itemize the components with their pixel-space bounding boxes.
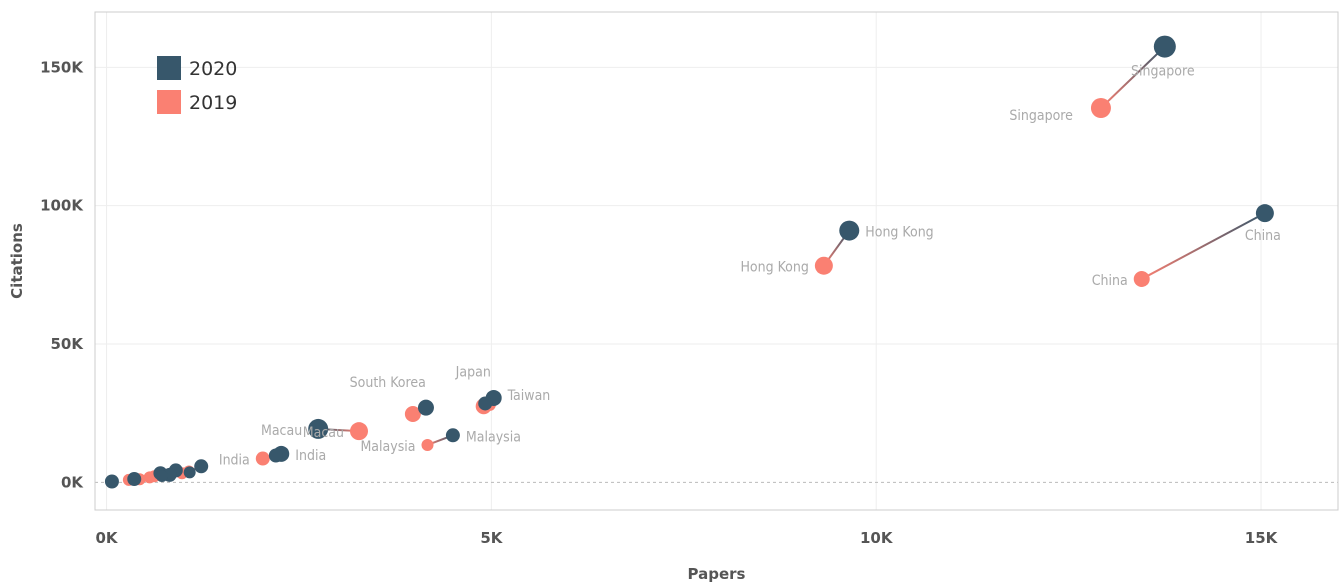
point-label: Singapore <box>1131 64 1195 80</box>
point-label: Taiwan <box>507 388 551 404</box>
point-2020 <box>308 418 329 439</box>
point-2020 <box>417 399 434 416</box>
legend-swatch-2020 <box>157 56 181 80</box>
data-points <box>104 35 1274 489</box>
point-label: Japan <box>455 364 491 380</box>
point-2019 <box>814 256 833 275</box>
point-label: Macau <box>303 425 344 441</box>
point-2020 <box>1255 204 1274 223</box>
point-2020 <box>445 428 460 443</box>
point-2020 <box>183 466 196 479</box>
point-2019 <box>404 405 421 422</box>
point-2019 <box>255 451 270 466</box>
connection-line <box>1141 212 1266 280</box>
y-tick-label: 100K <box>40 197 84 215</box>
legend-swatch-2019 <box>157 90 181 114</box>
point-2019 <box>1090 98 1111 119</box>
point-2020 <box>155 469 168 482</box>
point-2020 <box>268 448 283 463</box>
x-tick-label: 15K <box>1245 529 1279 547</box>
y-axis-ticks: 0K 50K 100K 150K <box>40 58 84 491</box>
point-2019 <box>349 422 368 441</box>
point-labels: Singapore China Hong Kong South Korea Japan M… <box>219 64 1281 469</box>
point-label: Singapore <box>1009 108 1073 124</box>
legend-label-2020: 2020 <box>189 58 237 80</box>
y-tick-label: 0K <box>61 473 84 491</box>
y-axis-title: Citations <box>8 223 26 299</box>
point-label: Macau <box>261 423 302 439</box>
legend: 2020 2019 <box>157 56 237 114</box>
legend-label-2019: 2019 <box>189 92 237 114</box>
point-label: India <box>219 453 250 469</box>
point-label: China <box>1092 273 1128 289</box>
x-axis-title: Papers <box>688 565 746 583</box>
point-2020 <box>1153 35 1176 58</box>
x-axis-ticks: 0K 5K 10K 15K <box>96 529 1279 547</box>
point-label: Malaysia <box>466 429 521 445</box>
grid <box>95 12 1338 510</box>
point-label: South Korea <box>350 375 426 391</box>
point-2020 <box>127 472 142 487</box>
x-tick-label: 0K <box>96 529 119 547</box>
x-tick-label: 5K <box>480 529 503 547</box>
point-label: India <box>295 448 326 464</box>
y-tick-label: 50K <box>51 335 85 353</box>
point-2020 <box>194 459 209 474</box>
point-2020 <box>478 396 493 411</box>
x-tick-label: 10K <box>860 529 894 547</box>
point-2019 <box>1133 270 1150 287</box>
point-2020 <box>839 220 860 241</box>
point-label: China <box>1245 228 1281 244</box>
y-tick-label: 150K <box>40 58 84 76</box>
point-2019 <box>421 438 434 451</box>
point-label: Hong Kong <box>740 260 808 276</box>
plot-frame <box>94 11 1339 511</box>
point-2020 <box>104 474 119 489</box>
connection-line <box>1100 45 1166 109</box>
point-label: Malaysia <box>360 439 415 455</box>
point-label: Hong Kong <box>865 225 933 241</box>
